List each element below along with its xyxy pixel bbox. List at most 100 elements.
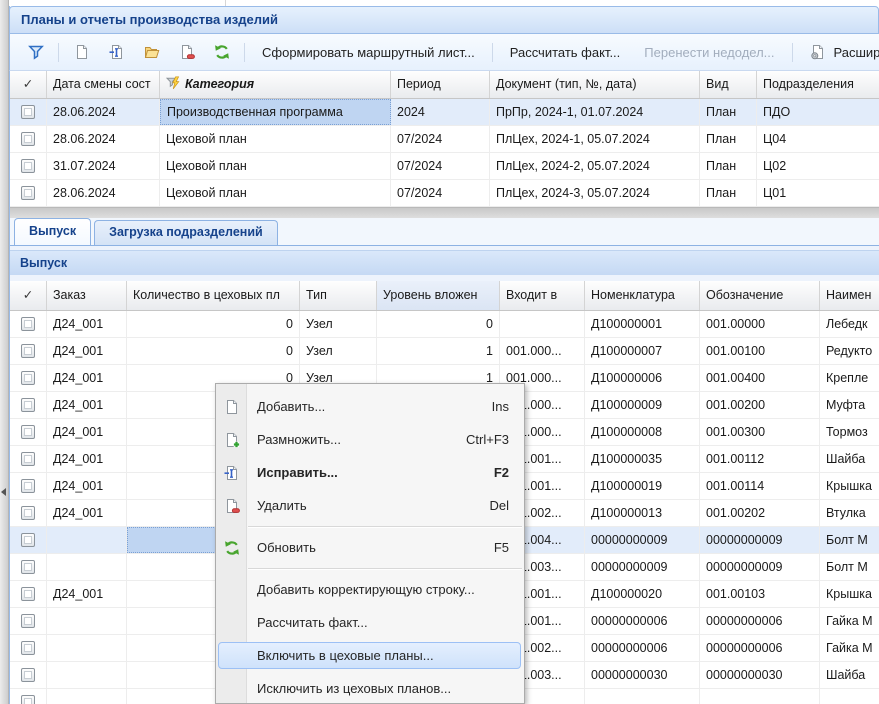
cell-division[interactable]: Ц01 [757,180,879,206]
row-checkbox[interactable] [21,614,35,628]
cell-category[interactable]: Цеховой план [160,153,391,179]
cell-nomenclature[interactable]: Д100000007 [585,338,700,364]
cell-order[interactable]: Д24_001 [47,473,127,499]
cell-level[interactable]: 1 [377,338,500,364]
cell-nomenclature[interactable]: Д100000008 [585,419,700,445]
row-checkbox-cell[interactable] [10,365,47,391]
cell-nomenclature[interactable]: Д100000001 [585,311,700,337]
row-checkbox-cell[interactable] [10,338,47,364]
cell-name[interactable]: Крепле [820,365,879,391]
column-header-date[interactable]: Дата смены сост [47,71,160,98]
cell-name[interactable]: Тормоз [820,419,879,445]
cell-qty[interactable]: 0 [127,338,300,364]
cell-nomenclature[interactable]: 00000000009 [585,554,700,580]
cell-name[interactable]: Лебедк [820,311,879,337]
cell-name[interactable]: Гайка М [820,608,879,634]
cell-type[interactable]: Узел [300,338,377,364]
row-checkbox-cell[interactable] [10,473,47,499]
cell-kind[interactable]: План [700,180,757,206]
table-row[interactable]: Д24_001 0 Узел 0 Д100000001 001.00000 Лебедк [10,311,879,338]
table-row[interactable]: Д24_001 0 Узел 1 001.000... Д100000007 001.001… [10,338,879,365]
refresh-icon[interactable] [208,40,235,65]
cell-name[interactable]: Гайка М [820,635,879,661]
cell-category[interactable]: Цеховой план [160,126,391,152]
row-checkbox[interactable] [21,344,35,358]
advanced-button[interactable]: Расширен [810,44,879,60]
cell-parent[interactable] [500,311,585,337]
cell-period[interactable]: 2024 [391,99,490,125]
cell-document[interactable]: ПрПр, 2024-1, 01.07.2024 [490,99,700,125]
cell-parent[interactable] [500,689,585,704]
cell-document[interactable]: ПлЦех, 2024-1, 05.07.2024 [490,126,700,152]
cell-order[interactable]: Д24_001 [47,311,127,337]
column-header-category[interactable]: Категория [160,71,391,98]
select-all-column-header[interactable]: ✓ [10,281,47,310]
cell-name[interactable]: Болт М [820,527,879,553]
cell-order[interactable]: Д24_001 [47,338,127,364]
cell-designation[interactable]: 00000000009 [700,527,820,553]
cell-order[interactable]: Д24_001 [47,419,127,445]
cell-name[interactable]: Редукто [820,338,879,364]
row-checkbox[interactable] [21,479,35,493]
recalculate-fact-button[interactable]: Рассчитать факт... [510,45,621,60]
column-header-qty[interactable]: Количество в цеховых пл [127,281,300,310]
cell-order[interactable] [47,527,127,553]
cell-kind[interactable]: План [700,126,757,152]
cell-designation[interactable]: 00000000006 [700,608,820,634]
menu-item-exclude-from-shop-plans[interactable]: Исключить из цеховых планов... [216,672,524,703]
cell-qty[interactable]: 0 [127,365,300,391]
row-checkbox[interactable] [21,560,35,574]
row-checkbox[interactable] [21,186,35,200]
row-checkbox-cell[interactable] [10,554,47,580]
cell-type[interactable]: Узел [300,311,377,337]
row-checkbox[interactable] [21,317,35,331]
cell-period[interactable]: 07/2024 [391,126,490,152]
cell-order[interactable] [47,608,127,634]
cell-document[interactable]: ПлЦех, 2024-3, 05.07.2024 [490,180,700,206]
cell-type[interactable]: Узел [300,365,377,391]
cell-nomenclature[interactable]: 00000000006 [585,608,700,634]
row-checkbox[interactable] [21,452,35,466]
cell-name[interactable]: Шайба [820,662,879,688]
column-header-parent[interactable]: Входит в [500,281,585,310]
row-checkbox[interactable] [21,398,35,412]
column-header-designation[interactable]: Обозначение [700,281,820,310]
cell-kind[interactable]: План [700,99,757,125]
open-folder-icon[interactable] [138,40,165,65]
column-header-name[interactable]: Наимен [820,281,879,310]
filter-icon[interactable] [22,40,49,65]
cell-nomenclature[interactable]: 00000000009 [585,527,700,553]
cell-name[interactable]: Крышка [820,473,879,499]
cell-nomenclature[interactable] [585,689,700,704]
cell-level[interactable]: 0 [377,311,500,337]
cell-nomenclature[interactable]: Д100000019 [585,473,700,499]
cell-category[interactable]: Цеховой план [160,180,391,206]
cell-designation[interactable]: 00000000030 [700,662,820,688]
row-checkbox[interactable] [21,159,35,173]
cell-kind[interactable]: План [700,153,757,179]
cell-parent[interactable]: 001.000... [500,365,585,391]
cell-designation[interactable]: 001.00100 [700,338,820,364]
row-checkbox-cell[interactable] [10,689,47,704]
cell-category[interactable]: Производственная программа [160,99,391,125]
cell-order[interactable] [47,635,127,661]
cell-designation[interactable]: 001.00200 [700,392,820,418]
row-checkbox-cell[interactable] [10,180,47,206]
cell-parent[interactable]: 001.000... [500,338,585,364]
cell-nomenclature[interactable]: Д100000020 [585,581,700,607]
cell-division[interactable]: ПДО [757,99,879,125]
row-checkbox[interactable] [21,132,35,146]
row-checkbox-cell[interactable] [10,99,47,125]
cell-order[interactable]: Д24_001 [47,500,127,526]
cell-period[interactable]: 07/2024 [391,153,490,179]
row-checkbox-cell[interactable] [10,126,47,152]
row-checkbox-cell[interactable] [10,635,47,661]
cell-designation[interactable]: 001.00114 [700,473,820,499]
row-checkbox[interactable] [21,695,35,704]
form-route-sheet-button[interactable]: Сформировать маршрутный лист... [262,45,475,60]
row-checkbox[interactable] [21,641,35,655]
cell-date[interactable]: 28.06.2024 [47,99,160,125]
menu-item-add-correcting-row[interactable]: Добавить корректирующую строку... [216,573,524,606]
tab-vypusk[interactable]: Выпуск [14,218,92,245]
cell-date[interactable]: 28.06.2024 [47,126,160,152]
